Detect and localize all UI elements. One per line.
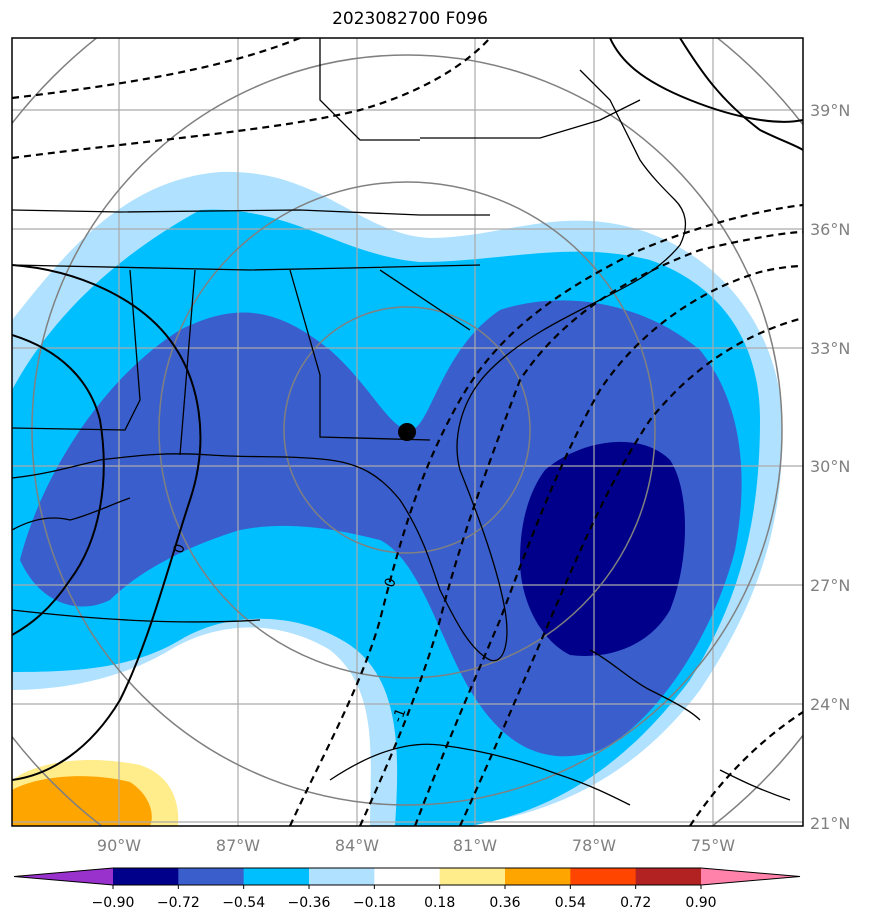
anomaly-fill-neg072 bbox=[520, 441, 685, 656]
lat-label-39: 39°N bbox=[810, 101, 850, 120]
colorbar-tick-label: −0.72 bbox=[157, 895, 200, 911]
colorbar-tick-label: −0.54 bbox=[222, 895, 265, 911]
colorbar-extend-low bbox=[14, 868, 113, 885]
colorbar-tick-label: 0.72 bbox=[620, 895, 651, 911]
colorbar-tick-label: −0.90 bbox=[92, 895, 135, 911]
map-title: 2023082700 F096 bbox=[332, 9, 488, 29]
lon-label-87: 87°W bbox=[216, 836, 260, 855]
colorbar-tick-label: −0.18 bbox=[353, 895, 396, 911]
colorbar-extend-high bbox=[701, 868, 800, 885]
graticule bbox=[12, 38, 803, 826]
colorbar-segment bbox=[570, 868, 637, 885]
colorbar-tick-label: 0.36 bbox=[489, 895, 520, 911]
lat-label-36: 36°N bbox=[810, 220, 850, 239]
storm-center-dot bbox=[398, 423, 416, 441]
map-frame bbox=[11, 37, 804, 827]
contour-label-3: -1 bbox=[390, 706, 410, 725]
lat-label-33: 33°N bbox=[810, 339, 850, 358]
lat-label-24: 24°N bbox=[810, 695, 850, 714]
colorbar-segment bbox=[374, 868, 441, 885]
colorbar-segment bbox=[309, 868, 375, 885]
lat-label-27: 27°N bbox=[810, 576, 850, 595]
colorbar-tick-label: −0.36 bbox=[288, 895, 331, 911]
lat-label-30: 30°N bbox=[810, 457, 850, 476]
colorbar-segment bbox=[439, 868, 506, 885]
lon-label-84: 84°W bbox=[335, 836, 379, 855]
colorbar-tick-label: 0.90 bbox=[685, 895, 716, 911]
latitude-labels: 39°N 36°N 33°N 30°N 27°N 24°N 21°N bbox=[810, 101, 850, 833]
lon-label-78: 78°W bbox=[572, 836, 616, 855]
colorbar-segment bbox=[113, 868, 179, 885]
anomaly-fill-pos036 bbox=[12, 776, 152, 826]
colorbar-segment bbox=[243, 868, 310, 885]
colorbar-segment bbox=[178, 868, 245, 885]
lon-label-75: 75°W bbox=[691, 836, 735, 855]
coastlines bbox=[12, 38, 791, 806]
dashed-contours bbox=[12, 38, 803, 826]
longitude-labels: 90°W 87°W 84°W 81°W 78°W 75°W bbox=[97, 836, 735, 855]
lon-label-81: 81°W bbox=[453, 836, 497, 855]
lon-label-90: 90°W bbox=[97, 836, 141, 855]
colorbar-tick-label: 0.54 bbox=[555, 895, 586, 911]
colorbar-tick-label: 0.18 bbox=[424, 895, 455, 911]
colorbar-segment bbox=[505, 868, 571, 885]
lat-label-21: 21°N bbox=[810, 814, 850, 833]
colorbar-segment bbox=[635, 868, 702, 885]
colorbar: −0.90 −0.72 −0.54 −0.36 −0.18 0.18 0.36 0.54 0.7… bbox=[13, 867, 801, 911]
solid-contours bbox=[12, 38, 803, 781]
